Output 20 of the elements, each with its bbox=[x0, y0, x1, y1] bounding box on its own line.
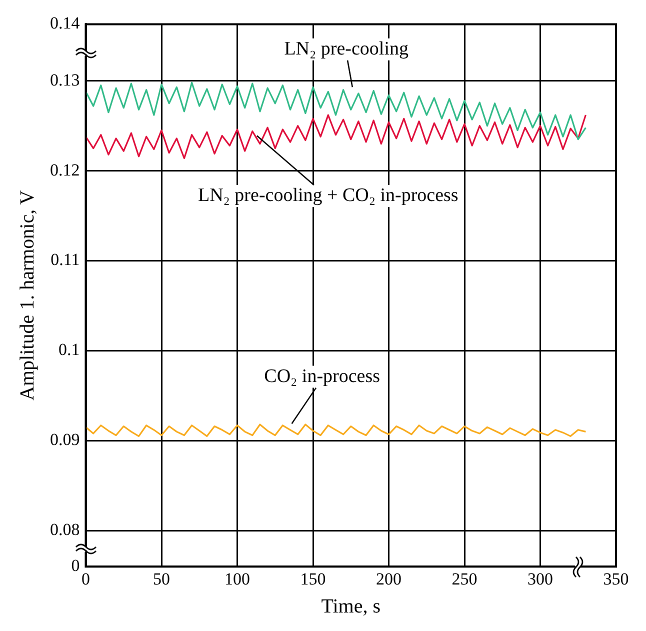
x-tick-label: 150 bbox=[300, 569, 326, 588]
x-tick-label: 200 bbox=[376, 569, 402, 588]
series-label: CO₂ in-process bbox=[264, 366, 380, 387]
y-tick-label: 0.11 bbox=[50, 250, 80, 270]
series-label: LN₂ pre-cooling bbox=[284, 38, 409, 60]
x-tick-label: 350 bbox=[603, 569, 629, 588]
y-tick-label: 0.1 bbox=[58, 340, 80, 360]
y-tick-label: 0.12 bbox=[50, 160, 80, 180]
y-tick-label: 0.14 bbox=[50, 14, 80, 33]
y-tick-label: 0.08 bbox=[50, 520, 80, 540]
series-label: LN₂ pre-cooling + CO₂ in-process bbox=[198, 184, 458, 206]
x-tick-label: 300 bbox=[528, 569, 553, 588]
y-tick-label: 0 bbox=[71, 556, 80, 576]
y-tick-label: 0.09 bbox=[50, 430, 80, 450]
y-axis-title: Amplitude 1. harmonic, V bbox=[16, 190, 38, 400]
x-tick-label: 100 bbox=[224, 569, 250, 588]
x-tick-label: 250 bbox=[452, 569, 478, 588]
x-axis-title: Time, s bbox=[321, 595, 381, 618]
x-tick-label: 50 bbox=[153, 569, 170, 588]
y-tick-label: 0.13 bbox=[50, 70, 80, 90]
